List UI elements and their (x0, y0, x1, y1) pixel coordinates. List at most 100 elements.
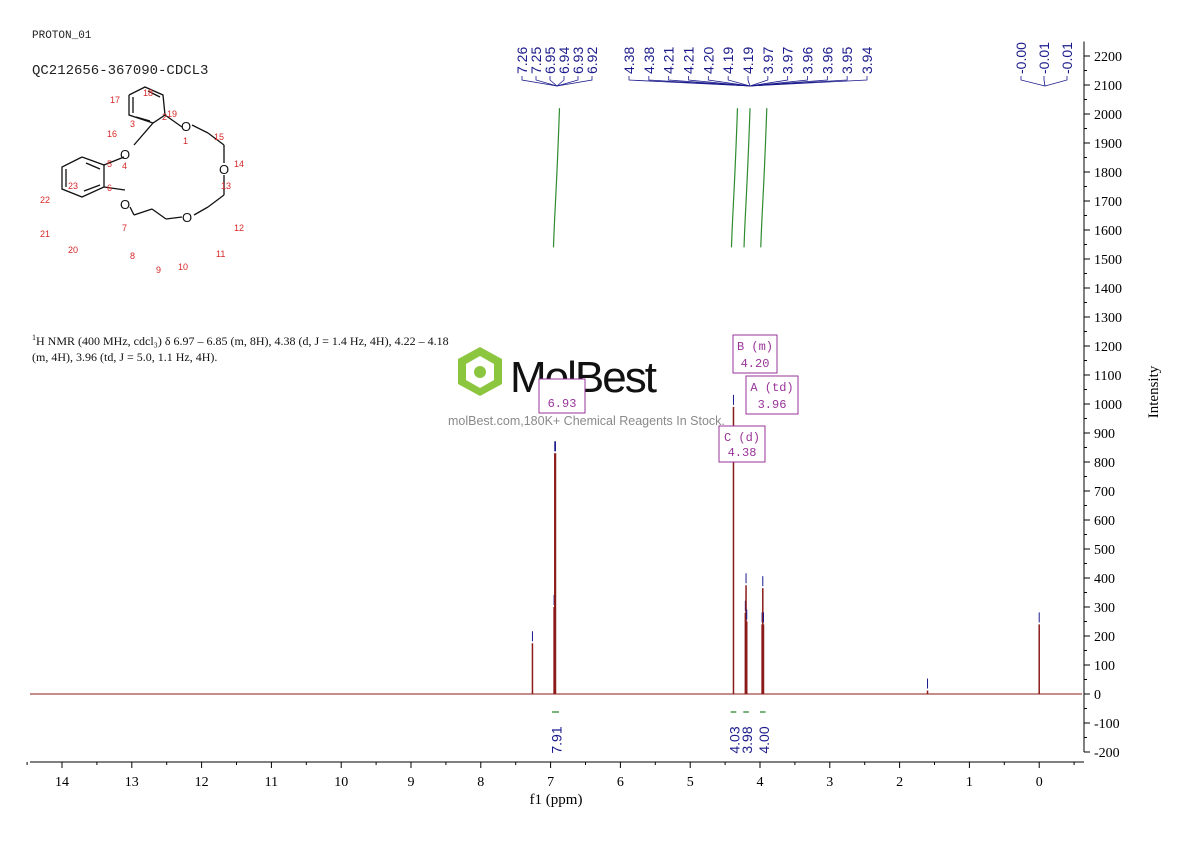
peak-label: 3.96 (819, 47, 835, 74)
nmr-description-text: H NMR (400 MHz, cdcl₃) δ 6.97 – 6.85 (m,… (32, 334, 449, 364)
integral-value: 3.98 (739, 726, 755, 753)
y-tick-label: 1300 (1094, 311, 1122, 326)
x-tick-label: 5 (687, 775, 694, 790)
multiplet-shift: 6.93 (548, 397, 577, 411)
oxygen-atom: O (182, 210, 192, 225)
multiplet-label: B (m) (737, 340, 773, 354)
integral-curve (552, 108, 561, 248)
y-tick-label: 800 (1094, 456, 1115, 471)
oxygen-atom: O (120, 197, 130, 212)
multiplet-box (745, 375, 799, 415)
atom-number: 3 (130, 119, 135, 129)
y-tick-label: 1900 (1094, 137, 1122, 152)
x-tick-label: 13 (125, 775, 139, 790)
peak-label: -0.01 (1036, 42, 1052, 74)
x-axis: 14 13 12 11 10 9 8 7 6 5 4 3 2 1 0 (26, 761, 1084, 790)
atom-number: 16 (107, 129, 117, 139)
peak-label: 4.19 (720, 47, 736, 74)
peak-label-leader (556, 76, 565, 87)
y-tick-label: 700 (1094, 485, 1115, 500)
x-tick-label: 3 (826, 775, 833, 790)
peak-label-leader (707, 76, 751, 87)
multiplet-shift: 3.96 (758, 398, 787, 412)
peak-label-leader (1020, 76, 1046, 87)
atom-number: 22 (40, 195, 50, 205)
peak-label: 3.95 (839, 47, 855, 74)
peak-label-leader (556, 76, 579, 87)
y-tick-label: 1600 (1094, 224, 1122, 239)
atom-number: 12 (234, 223, 244, 233)
peak-label-leader (556, 76, 593, 87)
peak-label: -0.01 (1059, 42, 1075, 74)
atom-number: 19 (167, 109, 177, 119)
peak-label-leader (749, 76, 828, 87)
peak-label: 4.19 (740, 47, 756, 74)
peak-label: 7.26 (514, 47, 530, 74)
peak-label-leader (668, 76, 751, 87)
experiment-name: PROTON_01 (32, 30, 92, 42)
atom-number: 10 (178, 262, 188, 272)
atom-numbers: 1 2 3 4 5 6 7 8 9 10 11 12 13 14 15 16 1… (40, 88, 244, 275)
y-tick-label: 2000 (1094, 108, 1122, 123)
atom-number: 1 (183, 136, 188, 146)
peak-label: 6.95 (542, 47, 558, 74)
peak-label-leader (521, 76, 558, 87)
atom-number: 5 (107, 159, 112, 169)
y-tick-label: 400 (1094, 572, 1115, 587)
peak-label: 7.25 (528, 47, 544, 74)
x-tick-label: 10 (334, 775, 348, 790)
logo-dot-icon (474, 366, 486, 378)
integral-curve (760, 108, 768, 248)
oxygen-atom: O (181, 119, 191, 134)
y-tick-label: 2100 (1094, 79, 1122, 94)
peak-labels: 7.267.256.956.946.936.92 4.38 4.38 4.21 4.21… (514, 42, 1075, 87)
peak-label: 3.97 (780, 47, 796, 74)
y-tick-label: 1800 (1094, 166, 1122, 181)
x-tick-label: 12 (195, 775, 209, 790)
atom-number: 13 (221, 181, 231, 191)
oxygen-atom: O (120, 147, 130, 162)
x-tick-label: 7 (547, 775, 554, 790)
peak-label: 4.20 (700, 47, 716, 74)
x-tick-label: 11 (265, 775, 278, 790)
peak-label-leader (1043, 76, 1046, 87)
multiplet-shift: 4.20 (741, 357, 770, 371)
atom-number: 23 (68, 181, 78, 191)
watermark-subtitle: molBest.com,180K+ Chemical Reagents In S… (448, 414, 725, 428)
x-axis-title: f1 (ppm) (530, 792, 583, 808)
peak-label-leader (727, 76, 751, 87)
nmr-description: 1H NMR (400 MHz, cdcl₃) δ 6.97 – 6.85 (m… (32, 330, 452, 365)
atom-number: 11 (216, 249, 225, 259)
y-axis-title: Intensity (1146, 365, 1162, 418)
peak-label: 3.96 (800, 47, 816, 74)
y-tick-label: 900 (1094, 427, 1115, 442)
peak-label: 6.93 (570, 47, 586, 74)
x-tick-label: 6 (617, 775, 624, 790)
multiplet-box (538, 378, 586, 414)
peak-label: 3.94 (859, 47, 875, 74)
multiplet-label: C (d) (724, 431, 760, 445)
oxygen-atoms: O O O O O (120, 119, 229, 225)
chemical-structure: O O O O O 1 2 3 4 5 6 7 8 9 10 11 12 13 … (40, 86, 244, 275)
integral-value: 4.03 (726, 726, 742, 753)
atom-number: 7 (122, 223, 127, 233)
oxygen-atom: O (219, 162, 229, 177)
atom-number: 14 (234, 159, 244, 169)
structure-bonds (61, 86, 225, 220)
multiplet-label: A (td) (750, 381, 793, 395)
integral-value: 7.91 (548, 726, 564, 753)
y-tick-label: 1200 (1094, 340, 1122, 355)
y-tick-label: 200 (1094, 630, 1115, 645)
atom-number: 8 (130, 251, 135, 261)
peak-label-leader (1044, 76, 1068, 87)
peak-label: 6.94 (556, 47, 572, 74)
peak-label: 6.92 (584, 47, 600, 74)
peak-label: 3.97 (760, 47, 776, 74)
atom-number: 21 (40, 229, 50, 239)
y-tick-label: 2200 (1094, 50, 1122, 65)
nmr-nucleus-superscript: 1 (32, 333, 36, 342)
y-tick-label: 100 (1094, 659, 1115, 674)
atom-number: 2 (162, 112, 167, 122)
y-tick-label: 1700 (1094, 195, 1122, 210)
y-tick-label: 1100 (1094, 369, 1121, 384)
